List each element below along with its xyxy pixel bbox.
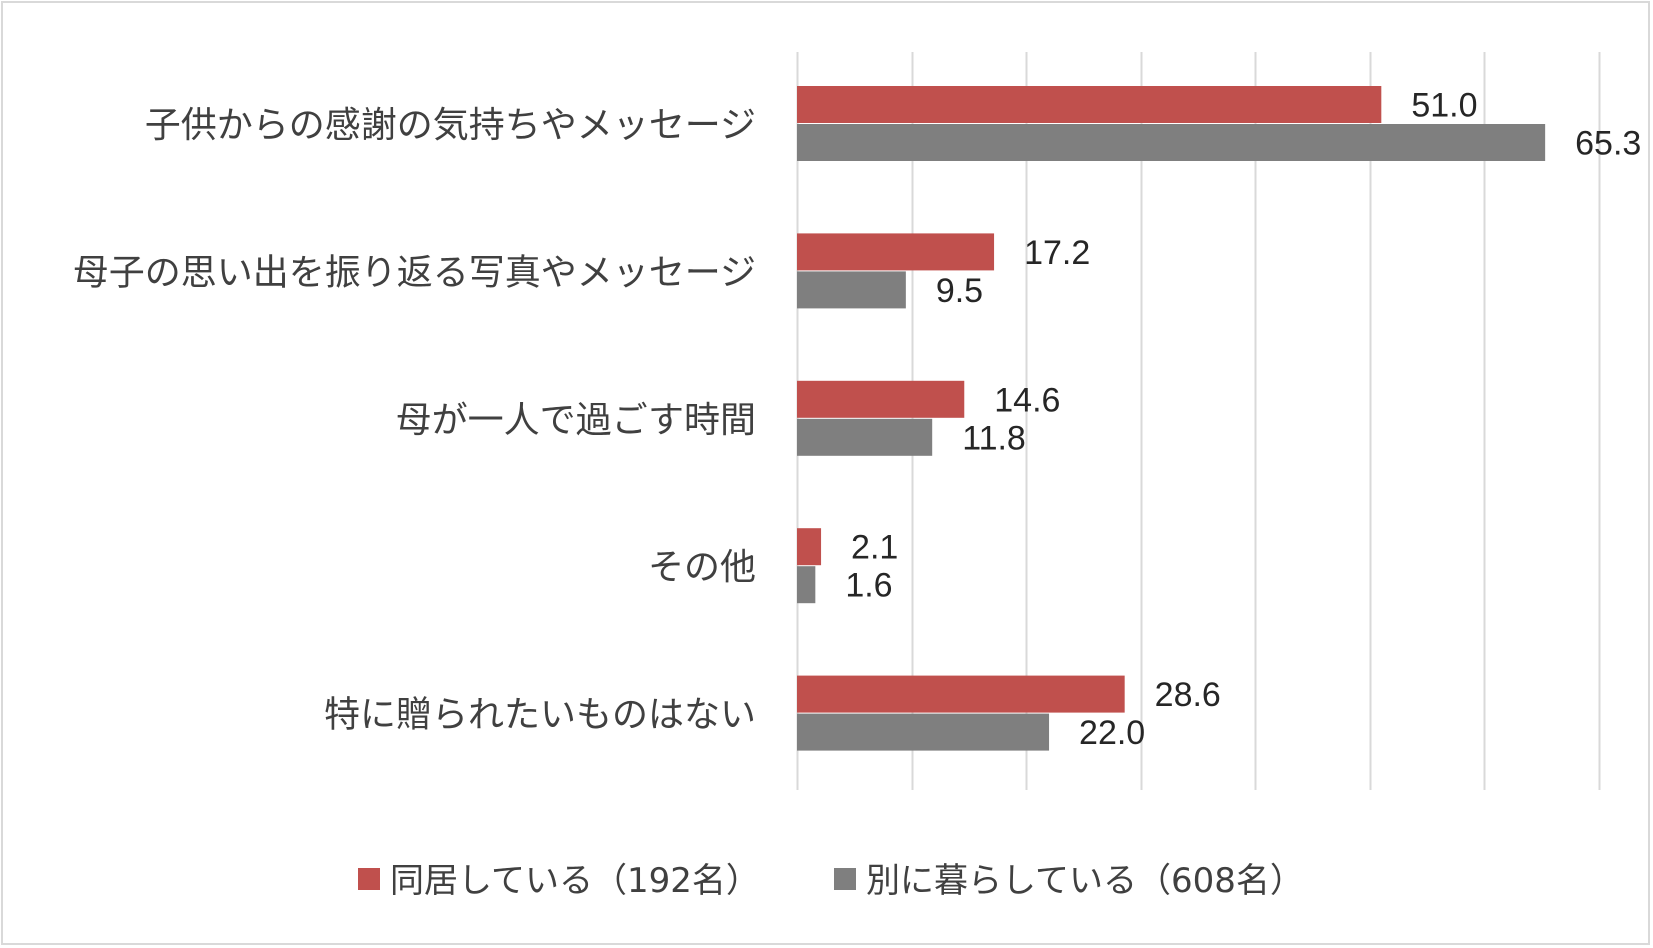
bar (797, 233, 995, 271)
data-labels: 51.0 65.3 17.2 9.5 14.611.8 2.11.6 28.6 22.0 (845, 87, 1641, 753)
category-label: 子供からの感謝の気持ちやメッセージ (145, 105, 756, 146)
data-label: 22.0 (1079, 714, 1145, 752)
bar (797, 271, 906, 309)
bar (797, 418, 933, 456)
legend-swatch (834, 868, 856, 890)
data-label: 51.0 (1411, 87, 1477, 125)
data-label: 17.2 (1024, 234, 1090, 272)
legend-entry: 別に暮らしている（608名） (866, 861, 1304, 901)
bar (797, 528, 822, 566)
bar (797, 566, 816, 604)
bar (797, 86, 1382, 123)
bar (797, 124, 1546, 161)
category-labels: 子供からの感謝の気持ちやメッセージ母子の思い出を振り返る写真やメッセージ母が一人… (73, 105, 756, 736)
category-label: 母子の思い出を振り返る写真やメッセージ (73, 252, 756, 293)
data-label: 9.5 (936, 272, 983, 310)
data-label: 14.6 (994, 381, 1060, 419)
bars (797, 86, 1546, 751)
category-label: 特に贈られたいものはない (324, 695, 756, 736)
data-label: 1.6 (845, 567, 892, 605)
legend: 同居している（192名） 別に暮らしている（608名） (358, 861, 1304, 901)
bar (797, 380, 965, 418)
bar (797, 675, 1125, 713)
data-label: 28.6 (1155, 676, 1221, 714)
legend-swatch (358, 868, 380, 890)
category-label: 母が一人で過ごす時間 (396, 400, 756, 441)
bar (797, 713, 1050, 751)
data-label: 65.3 (1575, 125, 1641, 163)
data-label: 11.8 (962, 419, 1026, 457)
legend-entry: 同居している（192名） (390, 861, 760, 901)
data-label: 2.1 (851, 529, 898, 567)
gridlines (796, 52, 1601, 790)
category-label: その他 (648, 547, 756, 588)
